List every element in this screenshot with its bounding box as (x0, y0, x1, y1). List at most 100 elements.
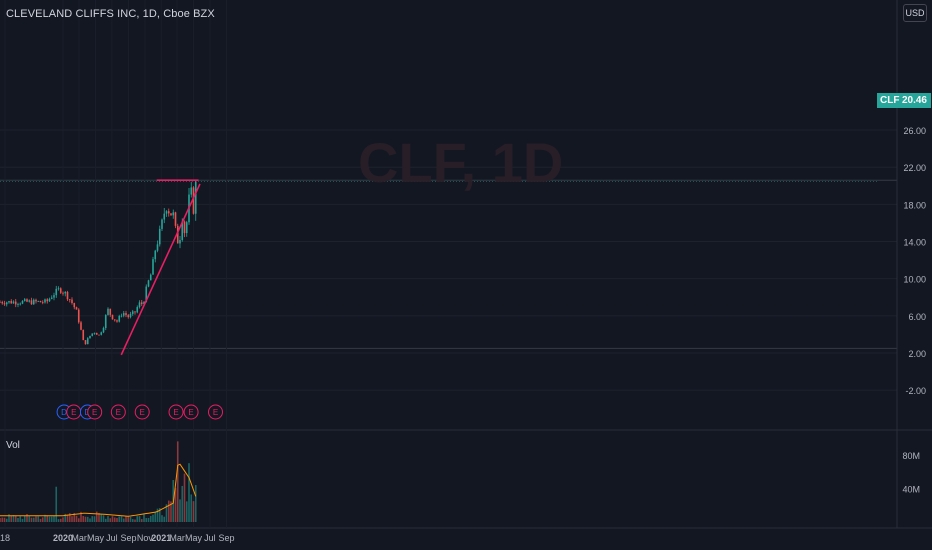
currency-button[interactable]: USD (903, 4, 927, 22)
earnings-marker[interactable] (168, 404, 184, 420)
volume-bar (181, 485, 184, 522)
volume-bar (5, 518, 8, 522)
earnings-marker-label: E (116, 408, 121, 417)
volume-bars (0, 441, 197, 522)
volume-bar (167, 500, 170, 522)
volume-bar (152, 514, 154, 522)
volume-bar (44, 514, 46, 522)
candle (127, 315, 130, 318)
volume-bar (188, 463, 190, 522)
y-tick-label: 6.00 (908, 312, 926, 322)
candle (179, 239, 181, 244)
candle (152, 259, 154, 275)
volume-bar (163, 516, 166, 522)
volume-bar (0, 518, 1, 522)
candle (91, 333, 94, 336)
volume-bar (122, 518, 125, 522)
candle (190, 187, 193, 195)
x-tick-label: 2020 (53, 533, 73, 543)
volume-bar (82, 515, 85, 522)
candle (75, 307, 78, 310)
candle (192, 187, 195, 214)
earnings-marker[interactable] (134, 404, 150, 420)
volume-bar (14, 515, 17, 522)
volume-bar (120, 516, 123, 522)
y-tick-label: 2.00 (908, 349, 926, 359)
symbol-watermark: CLF, 1D (358, 131, 564, 194)
candle (172, 212, 175, 216)
volume-bar (170, 501, 172, 522)
volume-bar (68, 513, 71, 522)
candle (71, 299, 73, 304)
volume-bar (185, 501, 188, 522)
candle (125, 313, 127, 316)
volume-bar (102, 515, 105, 522)
candle (73, 303, 76, 308)
candle (161, 219, 163, 229)
volume-bar (28, 516, 31, 522)
candle (100, 332, 103, 335)
volume-bar (116, 518, 118, 522)
volume-bar (86, 516, 89, 522)
volume-bar (111, 516, 114, 522)
candle (98, 334, 100, 336)
volume-label[interactable]: Vol (6, 440, 20, 451)
candle (44, 299, 46, 303)
volume-bar (77, 518, 80, 522)
earnings-marker[interactable] (110, 404, 126, 420)
earnings-marker[interactable] (87, 404, 103, 420)
earnings-marker-label: E (213, 408, 218, 417)
volume-bar (158, 508, 161, 522)
volume-bar (140, 519, 143, 522)
candle (21, 300, 24, 304)
trendline-rising-support[interactable] (120, 183, 201, 356)
volume-bar (104, 518, 107, 522)
volume-tick-label: 80M (902, 451, 920, 461)
volume-bar (179, 499, 181, 522)
candle (165, 211, 168, 214)
candles (0, 180, 197, 345)
volume-bar (109, 518, 112, 522)
earnings-marker-label: E (188, 408, 193, 417)
chart-title[interactable]: CLEVELAND CLIFFS INC, 1D, Cboe BZX (6, 8, 215, 20)
volume-bar (98, 512, 100, 522)
last-price-tag: CLF 20.46 (877, 93, 931, 108)
volume-bar (192, 501, 195, 522)
price-tag-symbol: CLF (880, 95, 900, 106)
candle (35, 299, 37, 302)
candle (122, 313, 125, 316)
earnings-marker[interactable] (183, 404, 199, 420)
volume-bar (125, 516, 127, 522)
x-tick-label: Sep (219, 533, 235, 543)
grid (0, 0, 932, 529)
volume-bar (136, 516, 139, 522)
candle (46, 299, 49, 302)
volume-bar (57, 519, 60, 522)
candle (145, 286, 148, 303)
volume-bar (17, 518, 19, 522)
volume-bar (80, 511, 82, 522)
candle (149, 274, 152, 281)
price-tag-value: 20.46 (901, 95, 927, 106)
earnings-marker[interactable] (208, 404, 224, 420)
volume-bar (23, 515, 26, 522)
candle (39, 301, 42, 303)
candle (77, 309, 80, 323)
earnings-marker-label: E (173, 408, 178, 417)
candle (64, 291, 67, 294)
candle (129, 313, 132, 318)
candle (138, 302, 141, 308)
candle (107, 308, 109, 315)
volume-bar (53, 516, 55, 522)
candle (118, 315, 121, 322)
candle (1, 301, 4, 304)
x-tick-label: Nov (137, 533, 154, 543)
volume-tick-label: 40M (902, 484, 920, 494)
candle (143, 302, 145, 305)
volume-bar (21, 518, 24, 522)
dividend-marker-label: D (61, 408, 67, 417)
volume-bar (59, 518, 62, 522)
y-tick-label: -2.00 (905, 386, 926, 396)
